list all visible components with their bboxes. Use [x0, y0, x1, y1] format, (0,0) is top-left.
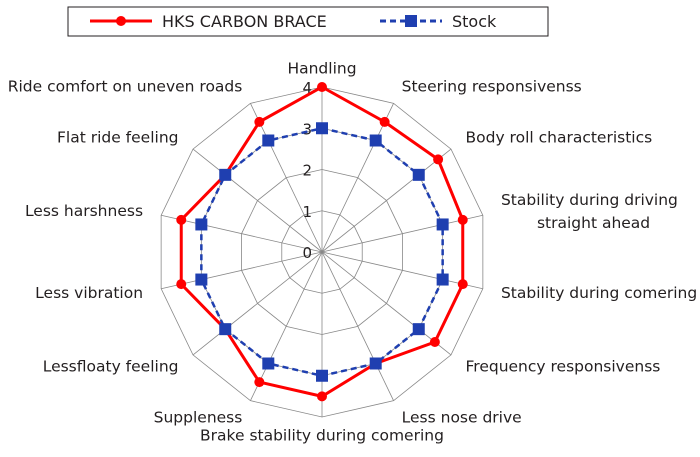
tick-label: 1	[302, 203, 312, 221]
data-point	[379, 116, 390, 127]
grid-spoke	[161, 214, 323, 253]
grid-spoke	[250, 103, 323, 253]
data-point	[436, 218, 449, 231]
category-label: Body roll characteristics	[466, 129, 653, 147]
tick-label: 0	[302, 244, 312, 262]
data-point	[429, 337, 440, 348]
category-label: Less harshness	[25, 202, 143, 220]
data-point	[433, 154, 444, 165]
data-point	[254, 116, 265, 127]
grid-spoke	[321, 251, 394, 401]
data-point	[457, 279, 468, 290]
category-label: Less vibration	[35, 284, 143, 302]
category-label: Brake stability during comering	[200, 427, 444, 445]
legend-marker	[405, 15, 417, 27]
category-label: Flat ride feeling	[57, 129, 179, 147]
grid-spoke	[250, 251, 323, 401]
grid-spoke	[192, 148, 323, 253]
data-point	[254, 377, 265, 388]
data-point	[369, 134, 382, 147]
category-label: Stability during driving straight ahead	[501, 191, 678, 232]
data-point	[176, 214, 187, 225]
data-point	[317, 391, 327, 402]
data-point	[219, 168, 232, 181]
data-point	[219, 323, 232, 336]
legend-label: HKS CARBON BRACE	[162, 12, 327, 31]
category-label: Suppleness	[154, 408, 243, 426]
category-label: Frequency responsivenss	[466, 357, 661, 375]
data-point	[412, 323, 425, 336]
grid-spoke	[321, 251, 452, 356]
grid-spoke	[321, 148, 452, 253]
tick-label: 2	[302, 162, 312, 180]
grid-spoke	[321, 214, 483, 253]
category-label: Lessfloaty feeling	[43, 357, 179, 375]
data-point	[316, 369, 328, 382]
data-point	[316, 122, 328, 135]
category-label: Less nose drive	[402, 408, 522, 426]
category-label: Ride comfort on uneven roads	[8, 78, 243, 96]
data-point	[176, 279, 187, 290]
data-point	[317, 82, 327, 92]
data-point	[436, 273, 449, 286]
grid-spoke	[321, 103, 394, 253]
data-point	[195, 218, 208, 231]
data-point	[369, 357, 382, 370]
data-point	[457, 214, 468, 225]
data-point	[412, 168, 425, 181]
grid-spoke	[192, 251, 323, 356]
data-point	[195, 273, 208, 286]
data-point	[262, 134, 275, 147]
tick-label: 3	[302, 120, 312, 138]
grid-spoke	[161, 251, 323, 290]
category-label: Handling	[287, 59, 356, 77]
category-label: Steering responsivenss	[402, 78, 582, 96]
category-label: Stability during comering	[501, 284, 697, 302]
legend-label: Stock	[452, 12, 497, 31]
data-point	[262, 357, 275, 370]
tick-label: 4	[302, 79, 312, 97]
grid-spoke	[321, 251, 483, 290]
legend-marker	[116, 16, 126, 26]
